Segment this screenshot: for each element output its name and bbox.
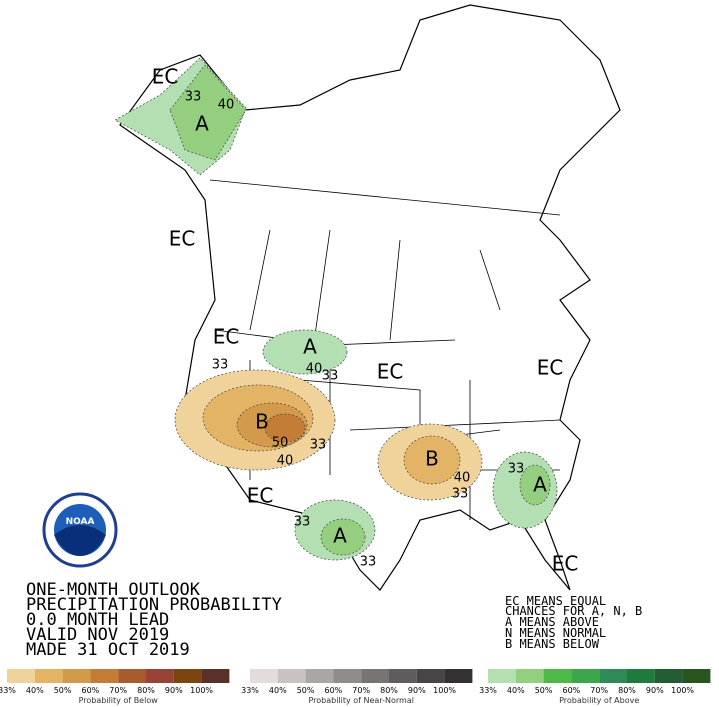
logo-text: NOAA <box>66 517 95 527</box>
title-block: ONE-MONTH OUTLOOK PRECIPITATION PROBABIL… <box>26 580 282 660</box>
legend-label: 90% <box>165 686 183 695</box>
map-label: 40 <box>454 471 471 486</box>
map-label: B <box>255 410 269 434</box>
legend-label: 70% <box>352 686 370 695</box>
legend-swatch <box>250 669 278 683</box>
legend-caption: Probability of Below <box>79 696 159 705</box>
legend-swatch <box>146 669 174 683</box>
legend-swatch <box>416 669 445 683</box>
map-label: EC <box>169 227 196 251</box>
note-line: B MEANS BELOW <box>505 637 600 651</box>
legend-label: 80% <box>618 686 636 695</box>
legend-label: 60% <box>563 686 581 695</box>
map-label: 50 <box>272 436 289 451</box>
legend-swatch <box>277 669 306 683</box>
map-label: EC <box>377 360 404 384</box>
legend-label: 33% <box>479 686 497 695</box>
map-label: 40 <box>306 362 323 377</box>
note-line: A MEANS ABOVE <box>505 615 599 629</box>
map-label: EC <box>537 356 564 380</box>
legend-swatch <box>488 669 516 683</box>
legend-label: 90% <box>408 686 426 695</box>
map-label: 40 <box>218 98 235 113</box>
map-label: 33 <box>322 369 339 384</box>
map-label: 33 <box>212 358 229 373</box>
legend-label: 100% <box>433 686 456 695</box>
map-label: 33 <box>310 438 327 453</box>
legend-swatch <box>305 669 334 683</box>
map-label: EC <box>552 552 579 576</box>
map-label: EC <box>247 484 274 508</box>
legend-swatch <box>599 669 627 683</box>
legend-label: 40% <box>26 686 44 695</box>
map-label: 33 <box>452 487 469 502</box>
legend: 33% 40% 50% 60% 70% 80% 90% 100% Probability of … <box>0 669 711 705</box>
legend-label: 50% <box>535 686 553 695</box>
legend-label: 40% <box>269 686 287 695</box>
map-label: 33 <box>508 462 525 477</box>
map-label: A <box>333 524 347 548</box>
legend-label: 50% <box>297 686 315 695</box>
note-line: CHANCES FOR A, N, B <box>505 604 642 618</box>
legend-swatch <box>62 669 91 683</box>
map-labels: EC 33 40 A EC EC 33 A 40 33 EC EC B 50 3… <box>152 65 579 576</box>
title-line: VALID NOV 2019 <box>26 625 169 645</box>
legend-swatch <box>7 669 35 683</box>
legend-swatch <box>389 669 417 683</box>
title-line: ONE-MONTH OUTLOOK <box>26 580 201 600</box>
map-label: A <box>195 112 209 136</box>
legend-label: 100% <box>190 686 213 695</box>
noaa-logo: NOAA <box>42 492 118 568</box>
legend-swatch <box>543 669 572 683</box>
map-label: 40 <box>277 454 294 469</box>
legend-caption: Probability of Above <box>559 696 639 705</box>
legend-label: 80% <box>137 686 155 695</box>
map-label: EC <box>213 325 240 349</box>
legend-swatch <box>90 669 119 683</box>
legend-swatch <box>654 669 683 683</box>
title-line: MADE 31 OCT 2019 <box>26 640 190 660</box>
legend-swatch <box>571 669 600 683</box>
legend-swatch <box>627 669 655 683</box>
title-line: 0.0 MONTH LEAD <box>26 610 169 630</box>
map-label: B <box>425 447 439 471</box>
legend-caption: Probability of Near-Normal <box>308 696 414 705</box>
map-label: 33 <box>294 515 311 530</box>
note-line: N MEANS NORMAL <box>505 626 606 640</box>
legend-label: 70% <box>590 686 608 695</box>
notes-block: EC MEANS EQUAL CHANCES FOR A, N, B A MEA… <box>505 594 642 651</box>
legend-label: 100% <box>671 686 694 695</box>
legend-label: 80% <box>380 686 398 695</box>
legend-label: 33% <box>241 686 259 695</box>
map-label: 33 <box>185 90 202 105</box>
map-label: A <box>303 335 317 359</box>
legend-swatch <box>361 669 389 683</box>
legend-label: 70% <box>109 686 127 695</box>
legend-label: 50% <box>54 686 72 695</box>
probability-shading <box>114 57 558 561</box>
legend-swatch <box>444 669 473 683</box>
legend-label: 40% <box>507 686 525 695</box>
title-line: PRECIPITATION PROBABILITY <box>26 595 282 615</box>
note-line: EC MEANS EQUAL <box>505 594 606 608</box>
legend-swatch <box>333 669 362 683</box>
map-label: A <box>533 473 547 497</box>
map-label: 33 <box>360 555 377 570</box>
legend-swatch <box>34 669 63 683</box>
legend-swatch <box>201 669 230 683</box>
legend-swatch <box>173 669 202 683</box>
map-label: EC <box>152 65 179 89</box>
legend-label: 60% <box>325 686 343 695</box>
legend-label: 60% <box>82 686 100 695</box>
legend-swatch <box>682 669 711 683</box>
legend-label: 90% <box>646 686 664 695</box>
legend-swatch <box>515 669 544 683</box>
legend-swatch <box>118 669 146 683</box>
legend-label: 33% <box>0 686 16 695</box>
